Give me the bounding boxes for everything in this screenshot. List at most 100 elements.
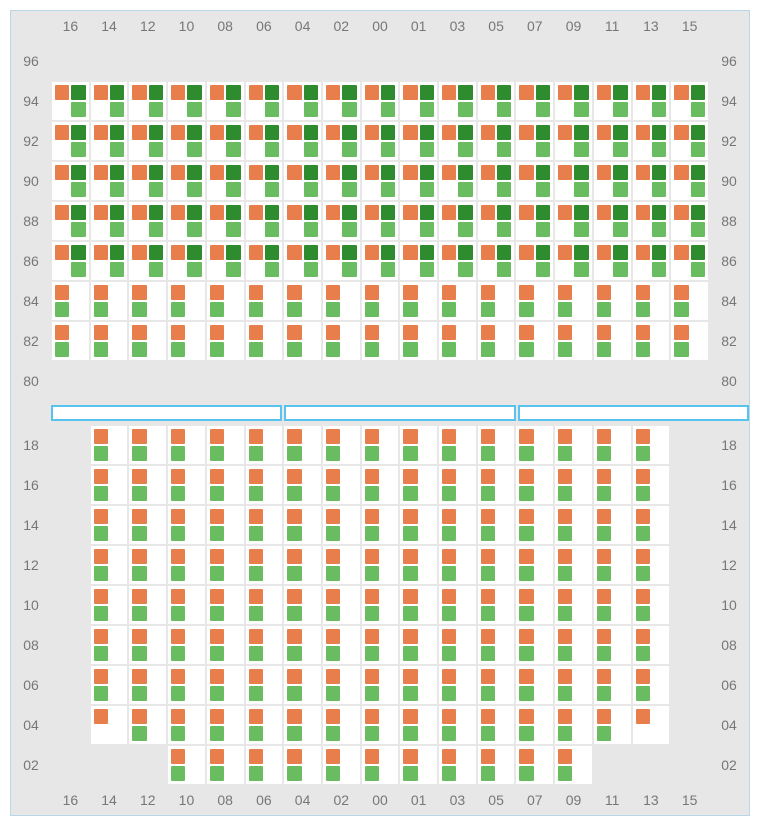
grid-cell[interactable]	[477, 545, 516, 585]
grid-cell[interactable]	[206, 745, 245, 785]
grid-cell[interactable]	[593, 705, 632, 745]
grid-cell[interactable]	[632, 321, 671, 361]
grid-cell[interactable]	[593, 321, 632, 361]
grid-cell[interactable]	[554, 625, 593, 665]
grid-cell[interactable]	[361, 465, 400, 505]
grid-cell[interactable]	[90, 121, 129, 161]
grid-cell[interactable]	[283, 625, 322, 665]
grid-cell[interactable]	[515, 241, 554, 281]
grid-cell[interactable]	[515, 545, 554, 585]
grid-cell[interactable]	[477, 121, 516, 161]
grid-cell[interactable]	[128, 321, 167, 361]
grid-cell[interactable]	[245, 81, 284, 121]
grid-cell[interactable]	[438, 121, 477, 161]
grid-cell[interactable]	[438, 585, 477, 625]
grid-cell[interactable]	[245, 705, 284, 745]
grid-cell[interactable]	[283, 321, 322, 361]
grid-cell[interactable]	[477, 705, 516, 745]
grid-cell[interactable]	[128, 121, 167, 161]
grid-cell[interactable]	[245, 425, 284, 465]
grid-cell[interactable]	[90, 585, 129, 625]
grid-cell[interactable]	[399, 81, 438, 121]
grid-cell[interactable]	[515, 161, 554, 201]
grid-cell[interactable]	[322, 545, 361, 585]
grid-cell[interactable]	[90, 505, 129, 545]
grid-cell[interactable]	[515, 321, 554, 361]
grid-cell[interactable]	[477, 425, 516, 465]
grid-cell[interactable]	[245, 321, 284, 361]
grid-cell[interactable]	[554, 465, 593, 505]
grid-cell[interactable]	[361, 281, 400, 321]
grid-cell[interactable]	[167, 745, 206, 785]
grid-cell[interactable]	[206, 425, 245, 465]
grid-cell[interactable]	[283, 241, 322, 281]
grid-cell[interactable]	[206, 121, 245, 161]
grid-cell[interactable]	[477, 665, 516, 705]
grid-cell[interactable]	[438, 465, 477, 505]
grid-cell[interactable]	[167, 465, 206, 505]
grid-cell[interactable]	[167, 505, 206, 545]
grid-cell[interactable]	[167, 665, 206, 705]
grid-cell[interactable]	[128, 705, 167, 745]
grid-cell[interactable]	[438, 241, 477, 281]
grid-cell[interactable]	[593, 281, 632, 321]
grid-cell[interactable]	[90, 241, 129, 281]
grid-cell[interactable]	[90, 201, 129, 241]
grid-cell[interactable]	[128, 505, 167, 545]
grid-cell[interactable]	[283, 425, 322, 465]
grid-cell[interactable]	[438, 625, 477, 665]
grid-cell[interactable]	[322, 281, 361, 321]
grid-cell[interactable]	[554, 81, 593, 121]
grid-cell[interactable]	[90, 625, 129, 665]
grid-cell[interactable]	[90, 281, 129, 321]
grid-cell[interactable]	[554, 745, 593, 785]
grid-cell[interactable]	[670, 321, 709, 361]
grid-cell[interactable]	[515, 585, 554, 625]
grid-cell[interactable]	[477, 625, 516, 665]
grid-cell[interactable]	[632, 241, 671, 281]
grid-cell[interactable]	[167, 281, 206, 321]
grid-cell[interactable]	[399, 505, 438, 545]
grid-cell[interactable]	[361, 161, 400, 201]
grid-cell[interactable]	[322, 585, 361, 625]
grid-cell[interactable]	[515, 425, 554, 465]
grid-cell[interactable]	[554, 545, 593, 585]
grid-cell[interactable]	[515, 705, 554, 745]
grid-cell[interactable]	[90, 665, 129, 705]
grid-cell[interactable]	[554, 161, 593, 201]
grid-cell[interactable]	[361, 625, 400, 665]
grid-cell[interactable]	[206, 161, 245, 201]
grid-cell[interactable]	[438, 81, 477, 121]
grid-cell[interactable]	[283, 121, 322, 161]
grid-cell[interactable]	[322, 665, 361, 705]
grid-cell[interactable]	[632, 281, 671, 321]
grid-cell[interactable]	[245, 465, 284, 505]
grid-cell[interactable]	[283, 545, 322, 585]
grid-cell[interactable]	[51, 121, 90, 161]
grid-cell[interactable]	[399, 281, 438, 321]
grid-cell[interactable]	[167, 201, 206, 241]
grid-cell[interactable]	[670, 161, 709, 201]
grid-cell[interactable]	[90, 425, 129, 465]
grid-cell[interactable]	[90, 545, 129, 585]
grid-cell[interactable]	[361, 545, 400, 585]
grid-cell[interactable]	[593, 465, 632, 505]
grid-cell[interactable]	[167, 81, 206, 121]
grid-cell[interactable]	[167, 545, 206, 585]
grid-cell[interactable]	[322, 81, 361, 121]
grid-cell[interactable]	[322, 321, 361, 361]
grid-cell[interactable]	[554, 201, 593, 241]
grid-cell[interactable]	[283, 81, 322, 121]
grid-cell[interactable]	[399, 425, 438, 465]
grid-cell[interactable]	[515, 121, 554, 161]
grid-cell[interactable]	[632, 545, 671, 585]
grid-cell[interactable]	[361, 585, 400, 625]
grid-cell[interactable]	[322, 705, 361, 745]
grid-cell[interactable]	[322, 625, 361, 665]
grid-cell[interactable]	[632, 625, 671, 665]
grid-cell[interactable]	[322, 465, 361, 505]
grid-cell[interactable]	[670, 201, 709, 241]
grid-cell[interactable]	[670, 81, 709, 121]
grid-cell[interactable]	[128, 425, 167, 465]
grid-cell[interactable]	[554, 281, 593, 321]
